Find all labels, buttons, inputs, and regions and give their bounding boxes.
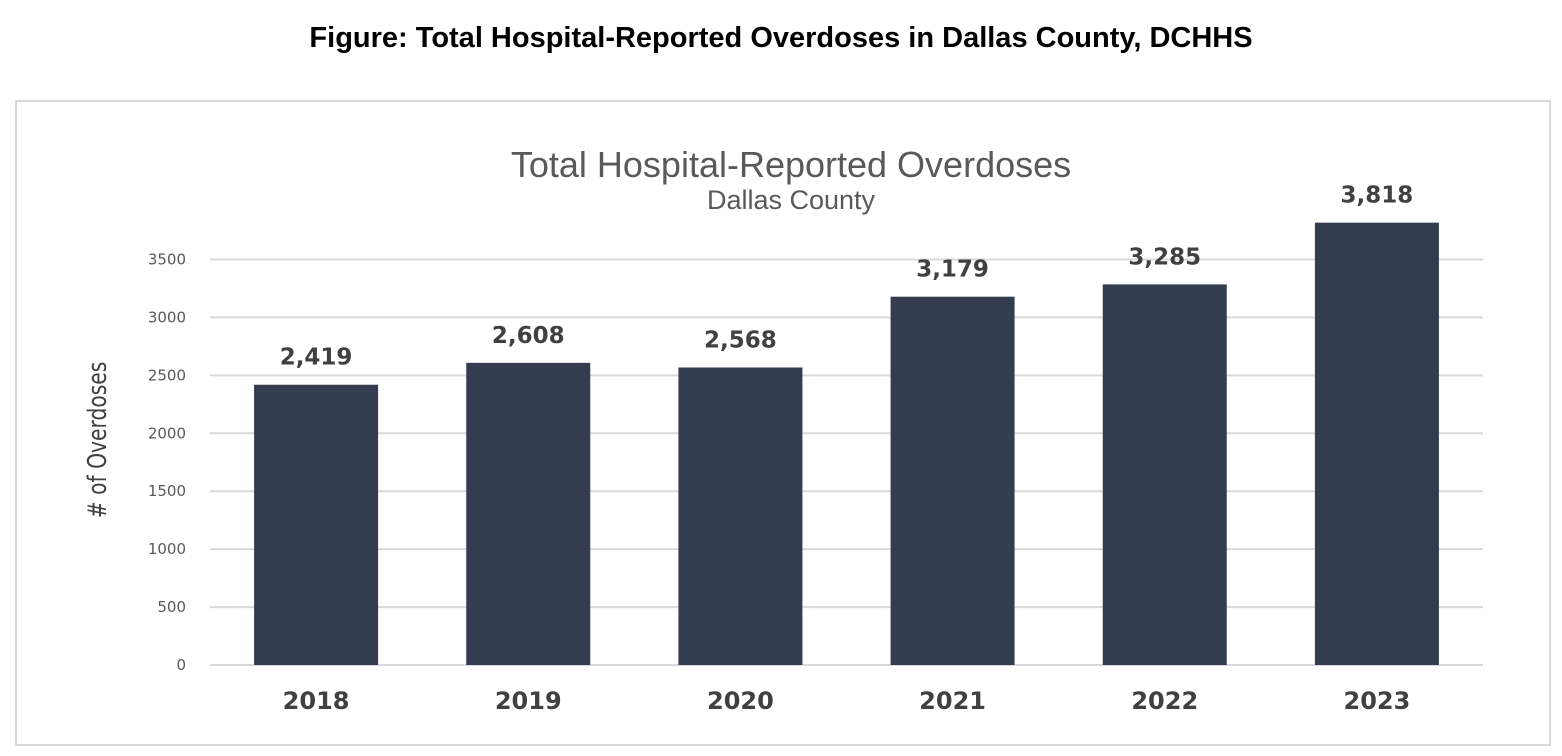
data-labels: 2,419 2,608 2,568 3,179 3,285 3,818 [280,183,1414,371]
y-tick-label: 500 [157,598,186,616]
bar-2021 [890,296,1015,665]
y-tick-label: 3000 [148,308,186,326]
y-tick-label: 0 [176,656,186,674]
figure-caption: Figure: Total Hospital-Reported Overdose… [309,22,1253,54]
y-tick-label: 1000 [148,540,186,558]
y-axis-label: # of Overdoses [83,362,113,519]
y-tick-label: 3500 [148,251,186,269]
data-label-2019: 2,608 [492,323,565,349]
data-label-2018: 2,419 [280,345,353,371]
gridlines [210,258,1483,666]
bar-2019 [466,362,591,665]
chart-subtitle: Dallas County [707,185,876,215]
y-tick-label: 2500 [148,366,186,384]
y-tick-label: 2000 [148,424,186,442]
bar-2020 [678,367,803,665]
chart-title: Total Hospital-Reported Overdoses [511,144,1071,185]
x-axis-ticks: 2018 2019 2020 2021 2022 2023 [283,687,1411,715]
bar-2022 [1102,284,1227,665]
x-tick-label: 2023 [1344,687,1411,715]
y-tick-label: 1500 [148,482,186,500]
x-tick-label: 2019 [495,687,562,715]
data-label-2021: 3,179 [916,257,989,283]
x-tick-label: 2022 [1131,687,1198,715]
bar-2018 [254,384,379,665]
bar-2023 [1314,222,1439,666]
bars [254,222,1439,666]
data-label-2023: 3,818 [1341,183,1414,209]
data-label-2022: 3,285 [1128,244,1201,270]
x-tick-label: 2020 [707,687,774,715]
data-label-2020: 2,568 [704,327,777,353]
y-axis-ticks: 0 500 1000 1500 2000 2500 3000 3500 [148,251,186,675]
x-tick-label: 2018 [283,687,350,715]
x-tick-label: 2021 [919,687,986,715]
